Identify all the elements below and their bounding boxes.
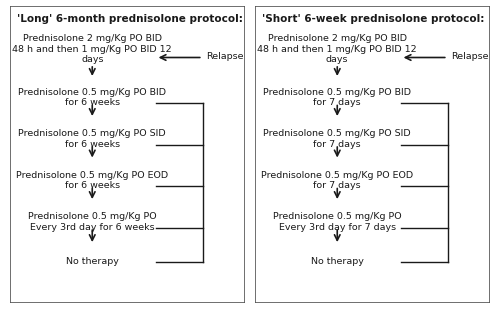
Text: 'Long' 6-month prednisolone protocol:: 'Long' 6-month prednisolone protocol: [17,14,243,23]
Text: Relapse: Relapse [451,52,488,61]
Text: Prednisolone 0.5 mg/Kg PO SID
for 6 weeks: Prednisolone 0.5 mg/Kg PO SID for 6 week… [18,129,166,149]
Text: Prednisolone 0.5 mg/Kg PO
Every 3rd day for 7 days: Prednisolone 0.5 mg/Kg PO Every 3rd day … [273,212,402,232]
Text: Prednisolone 0.5 mg/Kg PO BID
for 6 weeks: Prednisolone 0.5 mg/Kg PO BID for 6 week… [18,88,166,107]
Text: Prednisolone 0.5 mg/Kg PO BID
for 7 days: Prednisolone 0.5 mg/Kg PO BID for 7 days [263,88,411,107]
Text: Prednisolone 2 mg/Kg PO BID
48 h and then 1 mg/Kg PO BID 12
days: Prednisolone 2 mg/Kg PO BID 48 h and the… [12,34,172,64]
Text: 'Short' 6-week prednisolone protocol:: 'Short' 6-week prednisolone protocol: [262,14,484,23]
Text: Prednisolone 0.5 mg/Kg PO EOD
for 7 days: Prednisolone 0.5 mg/Kg PO EOD for 7 days [261,171,414,190]
Text: No therapy: No therapy [311,257,364,266]
Text: Prednisolone 0.5 mg/Kg PO
Every 3rd day for 6 weeks: Prednisolone 0.5 mg/Kg PO Every 3rd day … [28,212,156,232]
Text: Prednisolone 0.5 mg/Kg PO SID
for 7 days: Prednisolone 0.5 mg/Kg PO SID for 7 days [264,129,411,149]
Text: Prednisolone 2 mg/Kg PO BID
48 h and then 1 mg/Kg PO BID 12
days: Prednisolone 2 mg/Kg PO BID 48 h and the… [258,34,417,64]
Text: Relapse: Relapse [206,52,244,61]
Text: Prednisolone 0.5 mg/Kg PO EOD
for 6 weeks: Prednisolone 0.5 mg/Kg PO EOD for 6 week… [16,171,169,190]
Text: No therapy: No therapy [66,257,118,266]
